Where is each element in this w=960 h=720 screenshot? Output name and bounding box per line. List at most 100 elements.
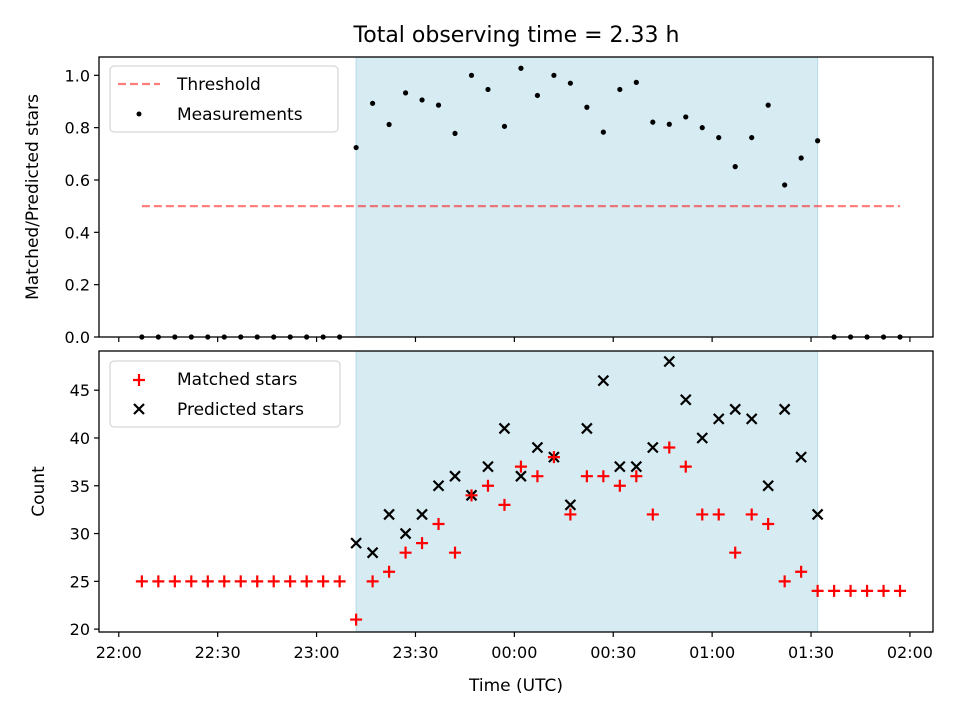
matched-star-point (152, 575, 165, 588)
predicted-star-point (679, 393, 692, 406)
matched-star-point (646, 508, 659, 521)
legend-measurements-label: Measurements (177, 105, 303, 125)
matched-star-point (399, 546, 412, 559)
x-axis-label: Time (UTC) (468, 676, 563, 696)
matched-star-point (201, 575, 214, 588)
xtick-label: 02:00 (887, 643, 933, 662)
measurement-point (551, 72, 557, 78)
matched-star-point (630, 470, 643, 483)
predicted-star-point (432, 479, 445, 492)
matched-star-point (284, 575, 297, 588)
bottom-legend-box (109, 360, 341, 428)
legend-matched-swatch (133, 374, 145, 386)
top-panel-ratio: 0.0 0.2 0.4 0.6 0.8 1.0 Matched/Predicted sta… (23, 56, 934, 347)
top-ytick-label: 0.0 (65, 328, 90, 347)
measurement-point (435, 102, 442, 108)
legend-threshold-label: Threshold (176, 75, 261, 95)
top-y-axis-label: Matched/Predicted stars (23, 94, 43, 300)
top-ytick-label: 1.0 (65, 66, 90, 85)
matched-star-point (547, 451, 560, 464)
matched-star-point (168, 575, 181, 588)
predicted-star-point (663, 355, 676, 368)
matched-star-point (383, 565, 396, 578)
measurement-point (732, 164, 738, 170)
predicted-star-point (696, 432, 709, 444)
xtick-label: 23:30 (392, 643, 438, 662)
xtick-label: 22:30 (195, 643, 241, 662)
matched-star-point (185, 575, 198, 588)
legend-predicted-label: Predicted stars (177, 400, 304, 420)
measurement-point (534, 92, 541, 99)
predicted-star-point (581, 422, 593, 435)
measurement-point (419, 97, 425, 103)
bottom-legend: Matched stars Predicted stars (109, 360, 341, 428)
predicted-star-point (350, 537, 362, 549)
bottom-x-ticks: 22:00 22:30 23:00 23:30 00:00 00:30 01:00 01:30… (96, 632, 933, 662)
matched-star-point (251, 575, 264, 588)
measurement-point (782, 182, 788, 188)
matched-star-point (531, 470, 544, 483)
measurement-point (485, 86, 491, 93)
measurement-point (501, 123, 508, 129)
matched-star-point (828, 584, 841, 597)
bottom-y-ticks: 20 25 30 35 40 45 (70, 381, 99, 639)
matched-star-point (416, 537, 429, 550)
top-legend-box (109, 65, 339, 133)
matched-star-point (481, 479, 494, 492)
xtick-label: 00:00 (491, 643, 537, 662)
bottom-shaded-window (355, 350, 819, 633)
matched-star-point (844, 584, 857, 597)
measurement-point (567, 80, 573, 86)
measurement-point (749, 134, 755, 141)
matched-star-point (432, 517, 445, 530)
matched-star-point (795, 565, 808, 578)
bottom-axes-frame (98, 350, 934, 633)
predicted-star-point (630, 460, 643, 473)
measurement-point (699, 125, 705, 131)
measurement-point (600, 129, 606, 135)
predicted-star-point (745, 413, 758, 425)
matched-star-point (679, 460, 692, 473)
predicted-star-point (416, 508, 428, 521)
top-legend: Threshold Measurements (109, 65, 339, 133)
matched-star-point (135, 575, 148, 588)
top-shaded-window (355, 56, 819, 338)
bottom-ytick-label: 45 (70, 381, 90, 400)
predicted-star-point (778, 403, 791, 416)
measurement-point (452, 130, 458, 137)
xtick-label: 01:30 (788, 643, 834, 662)
matched-star-point (267, 575, 280, 588)
predicted-star-point (515, 470, 527, 482)
predicted-star-point (811, 508, 824, 521)
predicted-star-point (531, 441, 544, 454)
measurement-point (650, 119, 656, 125)
matched-star-point (811, 584, 824, 597)
bottom-ytick-label: 20 (70, 620, 90, 639)
matched-star-point (663, 441, 676, 454)
top-ytick-label: 0.8 (65, 119, 90, 138)
measurement-point (633, 79, 639, 85)
top-ytick-label: 0.6 (65, 171, 90, 190)
predicted-star-point (597, 374, 610, 387)
legend-predicted-swatch (133, 403, 145, 415)
predicted-star-point (482, 460, 494, 473)
predicted-star-point (712, 413, 725, 425)
matched-star-point (729, 546, 742, 559)
bottom-y-axis-label: Count (29, 466, 49, 517)
matched-star-point (564, 508, 577, 521)
measurement-point (386, 121, 392, 128)
matched-star-point (333, 575, 346, 588)
measurement-point (815, 138, 821, 144)
matched-star-point (350, 613, 363, 626)
matched-star-point (778, 575, 791, 588)
matched-star-point (597, 470, 610, 483)
bottom-ytick-label: 25 (70, 572, 90, 591)
matched-star-point (449, 546, 462, 559)
predicted-star-point (498, 422, 511, 435)
measurement-point (518, 65, 524, 71)
matched-star-point (877, 584, 890, 597)
matched-star-point (745, 508, 758, 521)
measurement-point (683, 114, 689, 120)
top-ytick-label: 0.4 (65, 223, 90, 242)
